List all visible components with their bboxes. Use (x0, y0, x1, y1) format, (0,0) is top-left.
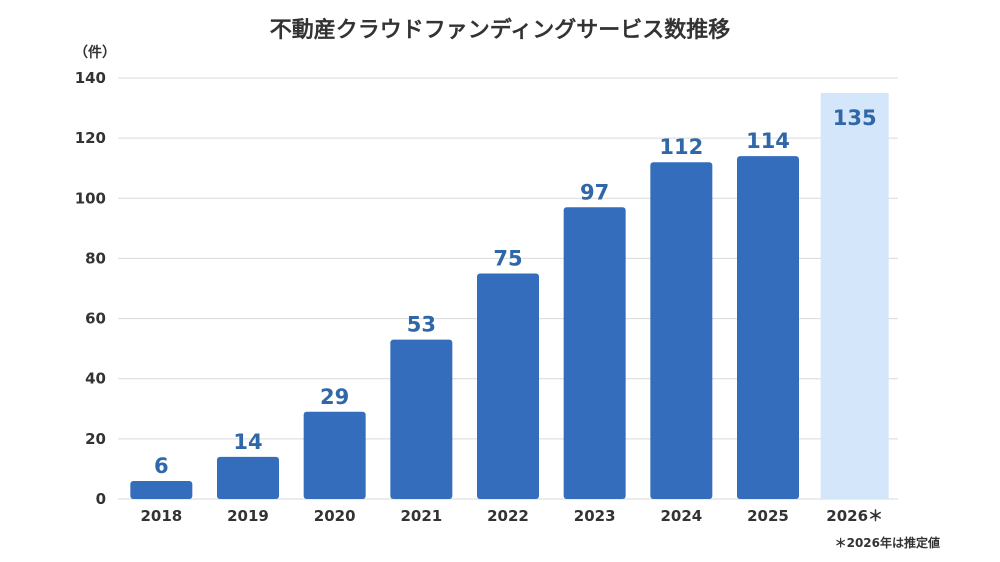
value-label: 29 (320, 385, 349, 409)
y-axis-unit-label: （件） (74, 44, 116, 61)
x-tick-label: 2020 (314, 507, 356, 525)
bar-estimate (820, 93, 889, 500)
value-label: 135 (833, 106, 877, 130)
x-tick-label: 2024 (660, 507, 702, 525)
y-tick-label: 140 (75, 69, 106, 87)
chart-title: 不動産クラウドファンディングサービス数推移 (269, 18, 731, 43)
y-tick-label: 80 (85, 249, 106, 267)
bar (563, 207, 626, 500)
x-axis-ticks: 2018 2019 2020 2021 2022 2023 2024 2025 2026＊ (140, 507, 883, 525)
x-tick-label: 2025 (747, 507, 789, 525)
y-tick-label: 100 (75, 189, 106, 207)
x-tick-label: 2023 (574, 507, 616, 525)
y-tick-label: 0 (96, 490, 106, 508)
x-tick-label: 2026＊ (826, 507, 883, 525)
y-tick-label: 120 (75, 129, 106, 147)
x-tick-label: 2019 (227, 507, 269, 525)
bar (303, 411, 366, 499)
bars (130, 93, 889, 500)
y-tick-label: 20 (85, 430, 106, 448)
bar (130, 480, 193, 499)
value-label: 53 (407, 313, 436, 337)
footnote: ＊2026年は推定値 (835, 535, 940, 550)
value-label: 97 (580, 180, 609, 204)
bar (650, 162, 713, 499)
value-label: 75 (493, 246, 522, 270)
value-label: 6 (154, 454, 169, 478)
value-label: 14 (233, 430, 262, 454)
value-labels: 6 14 29 53 75 97 112 114 135 (154, 106, 877, 478)
bar (217, 456, 279, 499)
y-axis-ticks: 0 20 40 60 80 100 120 140 (75, 69, 106, 508)
x-tick-label: 2022 (487, 507, 529, 525)
y-tick-label: 60 (85, 310, 106, 328)
x-tick-label: 2021 (400, 507, 442, 525)
y-tick-label: 40 (85, 370, 106, 388)
x-tick-label: 2018 (140, 507, 182, 525)
value-label: 114 (746, 129, 790, 153)
value-label: 112 (659, 135, 703, 159)
bar (477, 273, 539, 499)
bar (390, 339, 453, 499)
bar (737, 156, 799, 499)
